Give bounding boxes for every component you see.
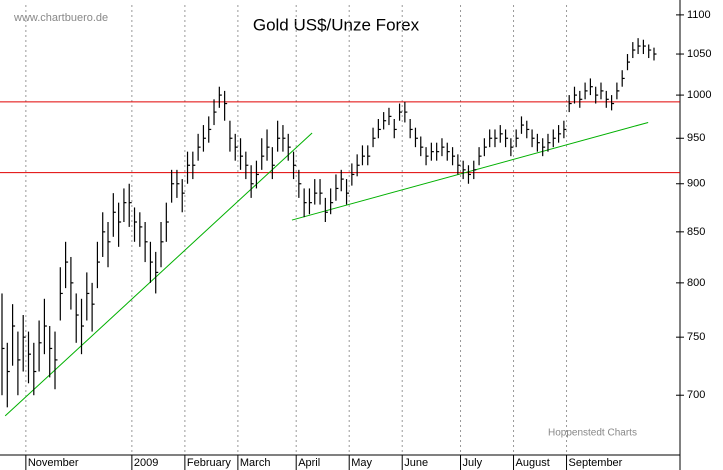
y-tick-label: 850 xyxy=(687,226,705,238)
x-tick-label: July xyxy=(463,457,483,469)
watermark: www.chartbuero.de xyxy=(13,12,108,24)
x-tick-label: September xyxy=(569,457,623,469)
x-tick-label: February xyxy=(187,457,232,469)
y-tick-label: 1050 xyxy=(687,48,711,60)
x-tick-label: April xyxy=(298,457,320,469)
y-tick-label: 950 xyxy=(687,132,705,144)
x-tick-label: May xyxy=(351,457,372,469)
trendline xyxy=(291,121,649,221)
x-tick-label: August xyxy=(516,457,550,469)
chart-title: Gold US$/Unze Forex xyxy=(253,15,420,34)
y-tick-label: 700 xyxy=(687,389,705,401)
x-tick-label: 2009 xyxy=(134,457,158,469)
x-tick-label: June xyxy=(404,457,428,469)
x-tick-label: March xyxy=(240,457,271,469)
y-tick-label: 1100 xyxy=(687,9,711,21)
y-tick-label: 900 xyxy=(687,178,705,190)
y-tick-label: 1000 xyxy=(687,89,711,101)
y-tick-label: 800 xyxy=(687,277,705,289)
y-tick-label: 750 xyxy=(687,331,705,343)
x-tick-label: November xyxy=(28,457,79,469)
trendline xyxy=(4,132,313,417)
source-note: Hoppenstedt Charts xyxy=(548,428,637,439)
